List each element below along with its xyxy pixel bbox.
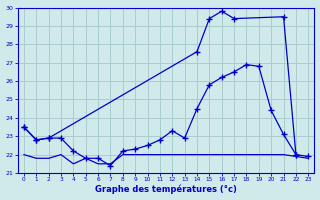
X-axis label: Graphe des températures (°c): Graphe des températures (°c): [95, 185, 237, 194]
